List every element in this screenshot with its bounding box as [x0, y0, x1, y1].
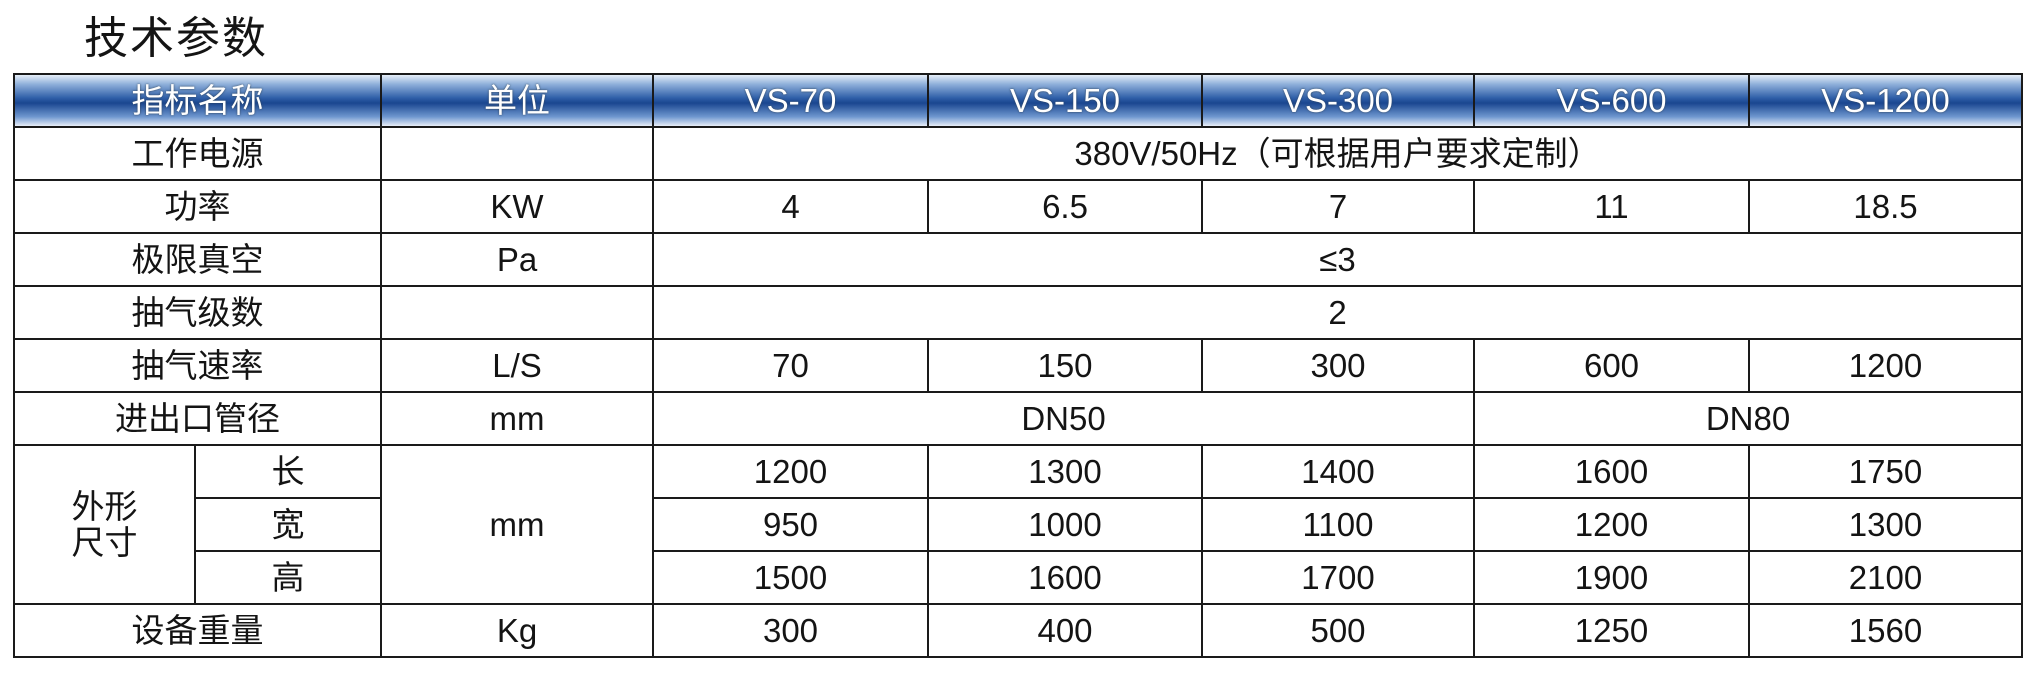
header-unit: 单位 [380, 73, 654, 128]
param-name: 抽气级数 [13, 285, 382, 340]
param-value: 2 [652, 285, 2023, 340]
param-value: 1900 [1473, 550, 1750, 605]
table-row: 外形 尺寸长 mm 1200 1300 1400 1600 1750 [13, 444, 2023, 605]
param-unit: mm [380, 391, 654, 446]
param-unit: mm [380, 444, 654, 605]
param-unit: L/S [380, 338, 654, 393]
param-name: 工作电源 [13, 126, 382, 181]
dimension-name: 高 [194, 550, 382, 605]
param-value: 1200 [652, 444, 929, 499]
param-value: 300 [1201, 338, 1475, 393]
param-value: DN50 [652, 391, 1475, 446]
param-name: 抽气速率 [13, 338, 382, 393]
header-model: VS-300 [1201, 73, 1475, 128]
param-value: 11 [1473, 179, 1750, 234]
table-row: 抽气速率 L/S 70 150 300 600 1200 [13, 338, 2023, 393]
param-value: 380V/50Hz（可根据用户要求定制） [652, 126, 2023, 181]
spec-table: 指标名称 单位 VS-70 VS-150 VS-300 VS-600 VS-1200 工作电… [13, 73, 2023, 658]
param-name: 极限真空 [13, 232, 382, 287]
param-value: 400 [927, 603, 1203, 658]
table-row: 进出口管径 mm DN50 DN80 [13, 391, 2023, 446]
param-value: 1750 [1748, 444, 2023, 499]
param-value: 1200 [1473, 497, 1750, 552]
param-name: 功率 [13, 179, 382, 234]
param-value: DN80 [1473, 391, 2023, 446]
dimension-name: 长 [194, 444, 382, 499]
table-row: 宽 950 1000 1100 1200 1300 [14, 497, 2023, 552]
param-value: 4 [652, 179, 929, 234]
header-name: 指标名称 [13, 73, 382, 128]
table-row: 设备重量 Kg 300 400 500 1250 1560 [13, 603, 2023, 658]
table-row: 功率 KW 4 6.5 7 11 18.5 [13, 179, 2023, 234]
param-value: ≤3 [652, 232, 2023, 287]
param-unit: Pa [380, 232, 654, 287]
header-row: 指标名称 单位 VS-70 VS-150 VS-300 VS-600 VS-1200 [13, 73, 2023, 128]
header-model: VS-600 [1473, 73, 1750, 128]
header-model: VS-1200 [1748, 73, 2023, 128]
page-title: 技术参数 [84, 14, 268, 63]
param-value: 70 [652, 338, 929, 393]
param-value: 950 [652, 497, 929, 552]
param-value: 1300 [1748, 497, 2023, 552]
param-unit: Kg [380, 603, 654, 658]
param-value: 1100 [1201, 497, 1475, 552]
param-value: 600 [1473, 338, 1750, 393]
param-unit [380, 285, 654, 340]
param-unit [380, 126, 654, 181]
param-value: 300 [652, 603, 929, 658]
param-value: 1200 [1748, 338, 2023, 393]
table-row: 抽气级数 2 [13, 285, 2023, 340]
param-name: 进出口管径 [13, 391, 382, 446]
param-unit: KW [380, 179, 654, 234]
param-value: 150 [927, 338, 1203, 393]
table-row: 工作电源 380V/50Hz（可根据用户要求定制） [13, 126, 2023, 181]
param-value: 1300 [927, 444, 1203, 499]
table-row: 高 1500 1600 1700 1900 2100 [14, 550, 2023, 605]
param-value: 500 [1201, 603, 1475, 658]
param-value: 1400 [1201, 444, 1475, 499]
param-value: 2100 [1748, 550, 2023, 605]
param-value: 1560 [1748, 603, 2023, 658]
dimension-name: 宽 [194, 497, 382, 552]
header-model: VS-150 [927, 73, 1203, 128]
param-value: 1700 [1201, 550, 1475, 605]
table-row: 极限真空 Pa ≤3 [13, 232, 2023, 287]
param-value: 18.5 [1748, 179, 2023, 234]
param-value: 1500 [652, 550, 929, 605]
param-value: 1000 [927, 497, 1203, 552]
param-name: 设备重量 [13, 603, 382, 658]
param-value: 1600 [1473, 444, 1750, 499]
param-value: 1250 [1473, 603, 1750, 658]
param-value: 7 [1201, 179, 1475, 234]
param-name: 外形 尺寸 [13, 444, 196, 605]
header-model: VS-70 [652, 73, 929, 128]
param-value: 6.5 [927, 179, 1203, 234]
param-value: 1600 [927, 550, 1203, 605]
